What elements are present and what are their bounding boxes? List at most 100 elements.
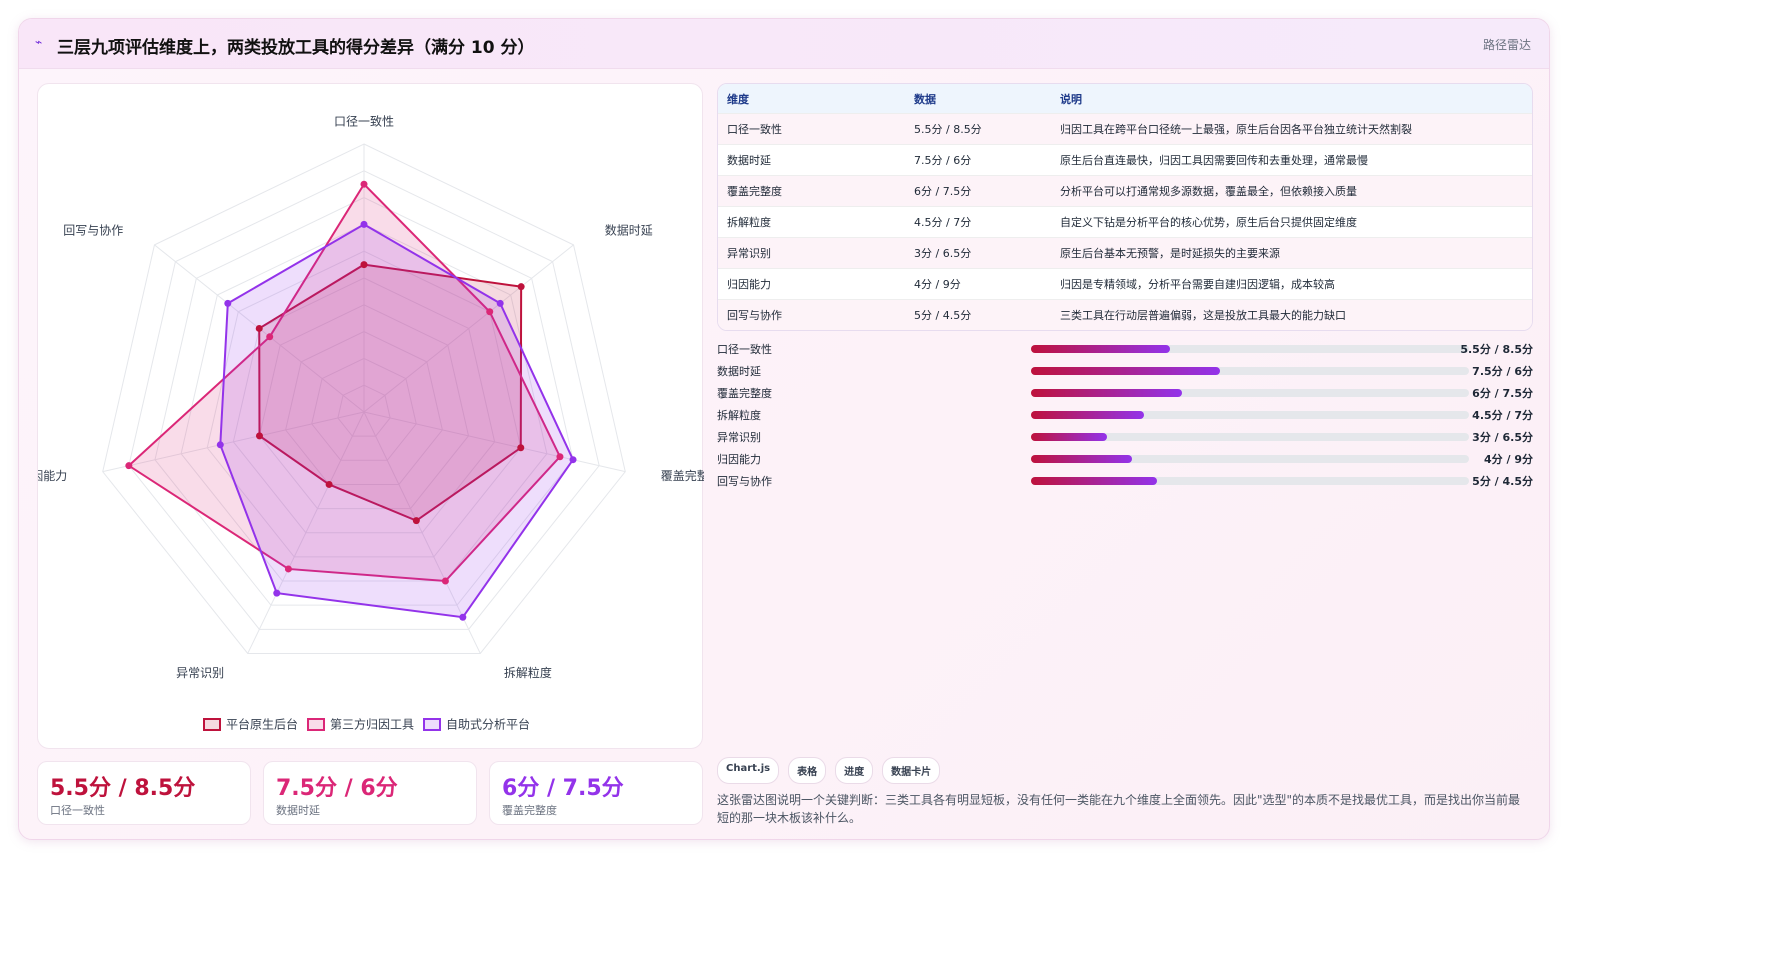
table-cell: 口径一致性 <box>727 123 782 136</box>
note: 这张雷达图说明一个关键判断：三类工具各有明显短板，没有任何一类能在九个维度上全面… <box>717 793 1521 825</box>
point <box>273 589 281 597</box>
grid-ring <box>232 277 496 534</box>
table-cell: 5.5分 / 8.5分 <box>914 123 982 136</box>
grid-ring <box>337 384 391 437</box>
point <box>360 180 368 188</box>
progress-track <box>1031 455 1469 463</box>
progress-value: 6分 / 7.5分 <box>1472 387 1533 400</box>
progress-value: 4.5分 / 7分 <box>1472 409 1533 422</box>
axis-label: 回写与协作 <box>63 223 123 238</box>
point <box>266 333 274 341</box>
axis-label: 归因能力 <box>38 469 67 483</box>
table-cell: 回写与协作 <box>727 309 782 322</box>
table-row: 回写与协作 5分 / 4.5分 三类工具在行动层普遍偏弱，这是投放工具最大的能力缺口 <box>718 299 1532 330</box>
progress-label: 口径一致性 <box>717 343 772 356</box>
progress-track <box>1031 367 1469 375</box>
grid-ring <box>206 250 522 558</box>
legend-swatch <box>423 718 441 731</box>
stat-label: 覆盖完整度 <box>502 804 557 817</box>
progress-value: 5分 / 4.5分 <box>1472 475 1533 488</box>
progress-label: 数据时延 <box>717 365 761 378</box>
grid-ring <box>102 143 626 654</box>
point <box>360 220 368 228</box>
progress-row: 覆盖完整度 6分 / 7.5分 <box>717 383 1533 405</box>
column-header: 维度 <box>727 92 749 106</box>
point <box>255 432 263 440</box>
table-cell: 自定义下钻是分析平台的核心优势，原生后台只提供固定维度 <box>1060 216 1357 229</box>
axis-label: 拆解粒度 <box>504 665 552 680</box>
progress-track <box>1031 389 1469 397</box>
progress-track <box>1031 411 1469 419</box>
progress-row: 拆解粒度 4.5分 / 7分 <box>717 405 1533 427</box>
axis-label: 异常识别 <box>176 666 224 680</box>
point <box>441 577 449 585</box>
progress-value: 4分 / 9分 <box>1484 453 1533 466</box>
stat-card: 7.5分 / 6分 数据时延 <box>263 761 477 825</box>
progress-row: 数据时延 7.5分 / 6分 <box>717 361 1533 383</box>
table-row: 异常识别 3分 / 6.5分 原生后台基本无预警，是时延损失的主要来源 <box>718 237 1532 268</box>
grid-ring <box>180 223 548 582</box>
point <box>412 517 420 525</box>
point <box>517 283 525 291</box>
progress-track <box>1031 345 1469 353</box>
table-cell: 归因能力 <box>727 278 771 291</box>
point <box>125 462 133 470</box>
chip: Chart.js <box>717 757 780 784</box>
stat-value: 6分 / 7.5分 <box>502 776 624 801</box>
chip: 数据卡片 <box>882 757 941 784</box>
header: ⌁ 三层九项评估维度上，两类投放工具的得分差异（满分 10 分） 路径雷达 <box>19 19 1549 69</box>
point <box>360 261 368 269</box>
table-cell: 三类工具在行动层普遍偏弱，这是投放工具最大的能力缺口 <box>1060 309 1346 322</box>
table-row: 覆盖完整度 6分 / 7.5分 分析平台可以打通常规多源数据，覆盖最全，但依赖接入质… <box>718 175 1532 206</box>
point <box>459 613 467 621</box>
spoke <box>363 411 481 654</box>
point <box>284 565 292 573</box>
point <box>517 444 525 452</box>
progress-fill <box>1031 367 1220 375</box>
stat-card: 5.5分 / 8.5分 口径一致性 <box>37 761 251 825</box>
table-cell: 4分 / 9分 <box>914 278 961 291</box>
point <box>486 308 494 316</box>
table-cell: 4.5分 / 7分 <box>914 216 972 229</box>
chip: 进度 <box>835 757 874 784</box>
table-cell: 3分 / 6.5分 <box>914 247 972 260</box>
table-row: 口径一致性 5.5分 / 8.5分 归因工具在跨平台口径统一上最强，原生后台因各平台… <box>718 113 1532 144</box>
point <box>224 299 232 307</box>
point <box>216 441 224 449</box>
chip: 表格 <box>788 757 827 784</box>
table-cell: 异常识别 <box>727 247 771 260</box>
spoke <box>102 411 365 473</box>
stat-card: 6分 / 7.5分覆盖完整度 <box>489 761 703 825</box>
progress-label: 覆盖完整度 <box>717 387 772 400</box>
progress-fill <box>1031 433 1107 441</box>
progress-value: 3分 / 6.5分 <box>1472 431 1533 444</box>
progress-label: 归因能力 <box>717 453 761 466</box>
grid-ring <box>258 304 470 510</box>
progress-list: 口径一致性 5.5分 / 8.5分 数据时延 7.5分 / 6分 覆盖完整度 6分 / 7… <box>717 339 1533 493</box>
table-cell: 拆解粒度 <box>727 216 771 229</box>
progress-track <box>1031 433 1469 441</box>
axis-label: 数据时延 <box>605 223 653 238</box>
table-cell: 覆盖完整度 <box>727 185 782 198</box>
point <box>569 456 577 464</box>
progress-label: 异常识别 <box>717 431 761 444</box>
progress-fill <box>1031 411 1145 419</box>
progress-fill <box>1031 477 1157 485</box>
legend-label: 自助式分析平台 <box>446 717 530 732</box>
chips: Chart.js 表格 进度 数据卡片 <box>717 757 941 784</box>
legend-swatch <box>307 718 325 731</box>
grid-ring <box>128 170 600 630</box>
progress-label: 拆解粒度 <box>717 409 761 422</box>
title-icon: ⌁ <box>35 35 43 49</box>
table-cell: 7.5分 / 6分 <box>914 154 972 167</box>
progress-fill <box>1031 455 1132 463</box>
legend-label: 平台原生后台 <box>226 717 298 732</box>
series-area <box>127 182 562 583</box>
spoke <box>363 244 574 413</box>
progress-fill <box>1031 389 1183 397</box>
stat-label: 口径一致性 <box>50 804 105 817</box>
progress-label: 回写与协作 <box>717 475 772 488</box>
table-cell: 数据时延 <box>727 154 771 167</box>
